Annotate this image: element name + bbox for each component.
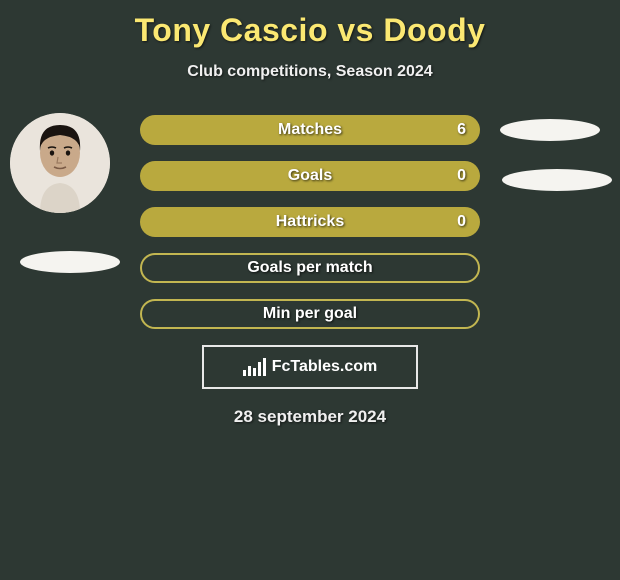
left-oval-placeholder (20, 251, 120, 273)
page-title: Tony Cascio vs Doody (0, 0, 620, 49)
stat-value: 6 (457, 121, 466, 139)
stat-label: Goals (288, 167, 332, 185)
comparison-card: Tony Cascio vs Doody Club competitions, … (0, 0, 620, 580)
watermark-badge: FcTables.com (202, 345, 418, 389)
stats-area: Matches 6 Goals 0 Hattricks 0 Goals per … (0, 115, 620, 329)
stat-label: Matches (278, 121, 342, 139)
right-oval-placeholder-1 (500, 119, 600, 141)
date-text: 28 september 2024 (0, 407, 620, 427)
stat-bar-matches: Matches 6 (140, 115, 480, 145)
watermark-text: FcTables.com (272, 358, 378, 376)
stat-value: 0 (457, 213, 466, 231)
stat-bar-hattricks: Hattricks 0 (140, 207, 480, 237)
chart-icon (243, 358, 266, 376)
stat-value: 0 (457, 167, 466, 185)
stat-bar-goals: Goals 0 (140, 161, 480, 191)
player-avatar-left (10, 113, 110, 213)
stat-bar-min-per-goal: Min per goal (140, 299, 480, 329)
stat-label: Min per goal (263, 305, 357, 323)
stat-bar-goals-per-match: Goals per match (140, 253, 480, 283)
page-subtitle: Club competitions, Season 2024 (0, 63, 620, 81)
stat-label: Goals per match (247, 259, 372, 277)
stat-label: Hattricks (276, 213, 344, 231)
right-oval-placeholder-2 (502, 169, 612, 191)
stat-bars: Matches 6 Goals 0 Hattricks 0 Goals per … (140, 115, 480, 329)
avatar-icon (10, 113, 110, 213)
